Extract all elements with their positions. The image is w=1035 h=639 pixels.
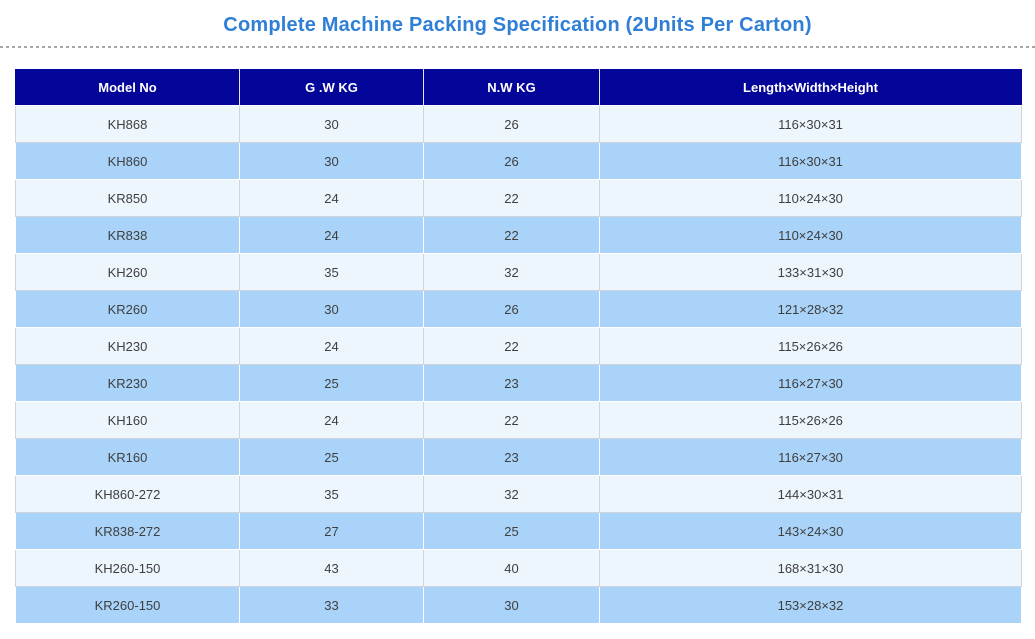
cell-gross-weight: 24	[239, 216, 424, 254]
cell-gross-weight: 30	[239, 142, 424, 180]
cell-net-weight: 22	[423, 327, 600, 365]
table-row: KR260 30 26 121×28×32	[15, 290, 1022, 328]
table-row: KH860-272 35 32 144×30×31	[15, 475, 1022, 513]
cell-dimensions: 115×26×26	[599, 401, 1022, 439]
column-header-model-no: Model No	[15, 69, 240, 106]
cell-net-weight: 23	[423, 364, 600, 402]
cell-dimensions: 133×31×30	[599, 253, 1022, 291]
cell-gross-weight: 24	[239, 179, 424, 217]
cell-gross-weight: 33	[239, 586, 424, 624]
cell-dimensions: 115×26×26	[599, 327, 1022, 365]
cell-gross-weight: 35	[239, 253, 424, 291]
cell-model-no: KH260	[15, 253, 240, 291]
cell-net-weight: 25	[423, 512, 600, 550]
dotted-separator	[0, 46, 1035, 48]
cell-net-weight: 22	[423, 401, 600, 439]
cell-model-no: KH230	[15, 327, 240, 365]
cell-dimensions: 121×28×32	[599, 290, 1022, 328]
packing-spec-table: Model No G .W KG N.W KG Length×Width×Hei…	[15, 69, 1022, 624]
column-header-net-weight: N.W KG	[423, 69, 600, 106]
table-row: KR850 24 22 110×24×30	[15, 179, 1022, 217]
cell-model-no: KH260-150	[15, 549, 240, 587]
cell-model-no: KH860-272	[15, 475, 240, 513]
cell-net-weight: 26	[423, 105, 600, 143]
table-header-row: Model No G .W KG N.W KG Length×Width×Hei…	[15, 69, 1022, 106]
page-title: Complete Machine Packing Specification (…	[223, 14, 812, 36]
cell-net-weight: 23	[423, 438, 600, 476]
cell-gross-weight: 25	[239, 438, 424, 476]
column-header-gross-weight: G .W KG	[239, 69, 424, 106]
cell-model-no: KH160	[15, 401, 240, 439]
cell-dimensions: 116×27×30	[599, 364, 1022, 402]
cell-dimensions: 110×24×30	[599, 179, 1022, 217]
cell-net-weight: 22	[423, 179, 600, 217]
table-row: KR838-272 27 25 143×24×30	[15, 512, 1022, 550]
cell-model-no: KR260-150	[15, 586, 240, 624]
cell-model-no: KR850	[15, 179, 240, 217]
cell-dimensions: 110×24×30	[599, 216, 1022, 254]
table-row: KR838 24 22 110×24×30	[15, 216, 1022, 254]
table-row: KH160 24 22 115×26×26	[15, 401, 1022, 439]
cell-model-no: KH860	[15, 142, 240, 180]
table-row: KH260 35 32 133×31×30	[15, 253, 1022, 291]
cell-gross-weight: 24	[239, 401, 424, 439]
cell-gross-weight: 30	[239, 290, 424, 328]
cell-model-no: KH868	[15, 105, 240, 143]
cell-dimensions: 116×30×31	[599, 105, 1022, 143]
cell-model-no: KR838-272	[15, 512, 240, 550]
cell-dimensions: 116×30×31	[599, 142, 1022, 180]
cell-model-no: KR260	[15, 290, 240, 328]
cell-net-weight: 26	[423, 290, 600, 328]
cell-dimensions: 143×24×30	[599, 512, 1022, 550]
cell-net-weight: 30	[423, 586, 600, 624]
column-header-dimensions: Length×Width×Height	[599, 69, 1022, 106]
table-row: KH230 24 22 115×26×26	[15, 327, 1022, 365]
cell-gross-weight: 35	[239, 475, 424, 513]
cell-net-weight: 32	[423, 253, 600, 291]
table-row: KH260-150 43 40 168×31×30	[15, 549, 1022, 587]
cell-net-weight: 22	[423, 216, 600, 254]
table-row: KH868 30 26 116×30×31	[15, 105, 1022, 143]
cell-dimensions: 168×31×30	[599, 549, 1022, 587]
cell-gross-weight: 43	[239, 549, 424, 587]
cell-net-weight: 32	[423, 475, 600, 513]
table-body: KH868 30 26 116×30×31 KH860 30 26 116×30×31 KR85…	[15, 105, 1022, 624]
cell-model-no: KR838	[15, 216, 240, 254]
cell-gross-weight: 30	[239, 105, 424, 143]
cell-dimensions: 116×27×30	[599, 438, 1022, 476]
cell-model-no: KR160	[15, 438, 240, 476]
table-row: KR160 25 23 116×27×30	[15, 438, 1022, 476]
cell-model-no: KR230	[15, 364, 240, 402]
cell-net-weight: 40	[423, 549, 600, 587]
table-row: KR230 25 23 116×27×30	[15, 364, 1022, 402]
cell-gross-weight: 25	[239, 364, 424, 402]
cell-net-weight: 26	[423, 142, 600, 180]
cell-gross-weight: 24	[239, 327, 424, 365]
cell-dimensions: 144×30×31	[599, 475, 1022, 513]
table-row: KR260-150 33 30 153×28×32	[15, 586, 1022, 624]
table-row: KH860 30 26 116×30×31	[15, 142, 1022, 180]
cell-dimensions: 153×28×32	[599, 586, 1022, 624]
cell-gross-weight: 27	[239, 512, 424, 550]
